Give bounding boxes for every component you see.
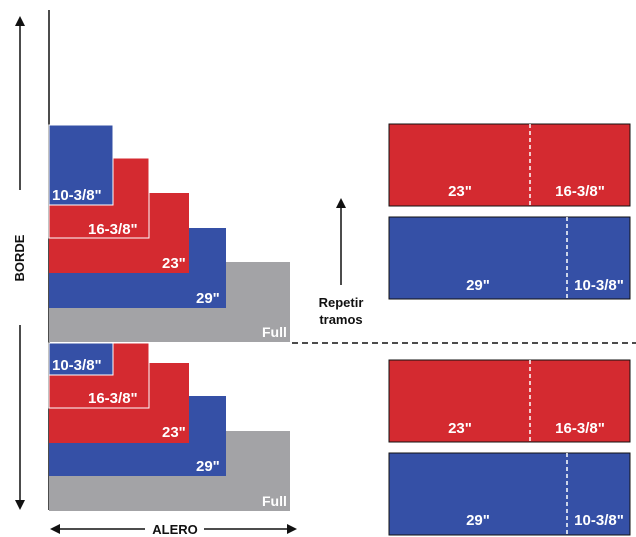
block-16-3-8-label: 16-3/8" (88, 390, 138, 407)
row-4-left-label: 29" (466, 512, 490, 529)
block-full-label: Full (262, 493, 287, 509)
row-2: 29" 10-3/8" (388, 216, 631, 300)
row-4-right-label: 10-3/8" (574, 512, 624, 529)
row-1: 23" 16-3/8" (388, 123, 631, 207)
row-2-right-label: 10-3/8" (574, 277, 624, 294)
stack-bottom: 10-3/8" 16-3/8" 23" 29" Full (48, 342, 290, 511)
repeat-note: Repetir tramos (319, 198, 364, 327)
block-16-3-8-label: 16-3/8" (88, 221, 138, 238)
row-3-left-label: 23" (448, 420, 472, 437)
borde-label: BORDE (12, 234, 27, 281)
row-3: 23" 16-3/8" (388, 359, 631, 443)
row-2-left-label: 29" (466, 277, 490, 294)
block-10-3-8-label: 10-3/8" (52, 187, 102, 204)
block-10-3-8 (48, 342, 114, 376)
block-29-label: 29" (196, 290, 220, 307)
row-3-right-label: 16-3/8" (555, 420, 605, 437)
block-23-label: 23" (162, 255, 186, 272)
row-4: 29" 10-3/8" (388, 452, 631, 536)
repeat-line1: Repetir (319, 295, 364, 310)
block-10-3-8-label: 10-3/8" (52, 357, 102, 374)
alero-label: ALERO (152, 522, 198, 537)
repeat-line2: tramos (319, 312, 362, 327)
block-10-3-8 (48, 124, 114, 206)
stack-top: 10-3/8" 16-3/8" 23" 29" Full (48, 124, 290, 342)
borde-axis: BORDE (12, 16, 27, 510)
block-29-label: 29" (196, 458, 220, 475)
row-1-right-label: 16-3/8" (555, 183, 605, 200)
row-1-left-label: 23" (448, 183, 472, 200)
alero-axis: ALERO (50, 522, 297, 537)
block-full-label: Full (262, 324, 287, 340)
block-23-label: 23" (162, 424, 186, 441)
